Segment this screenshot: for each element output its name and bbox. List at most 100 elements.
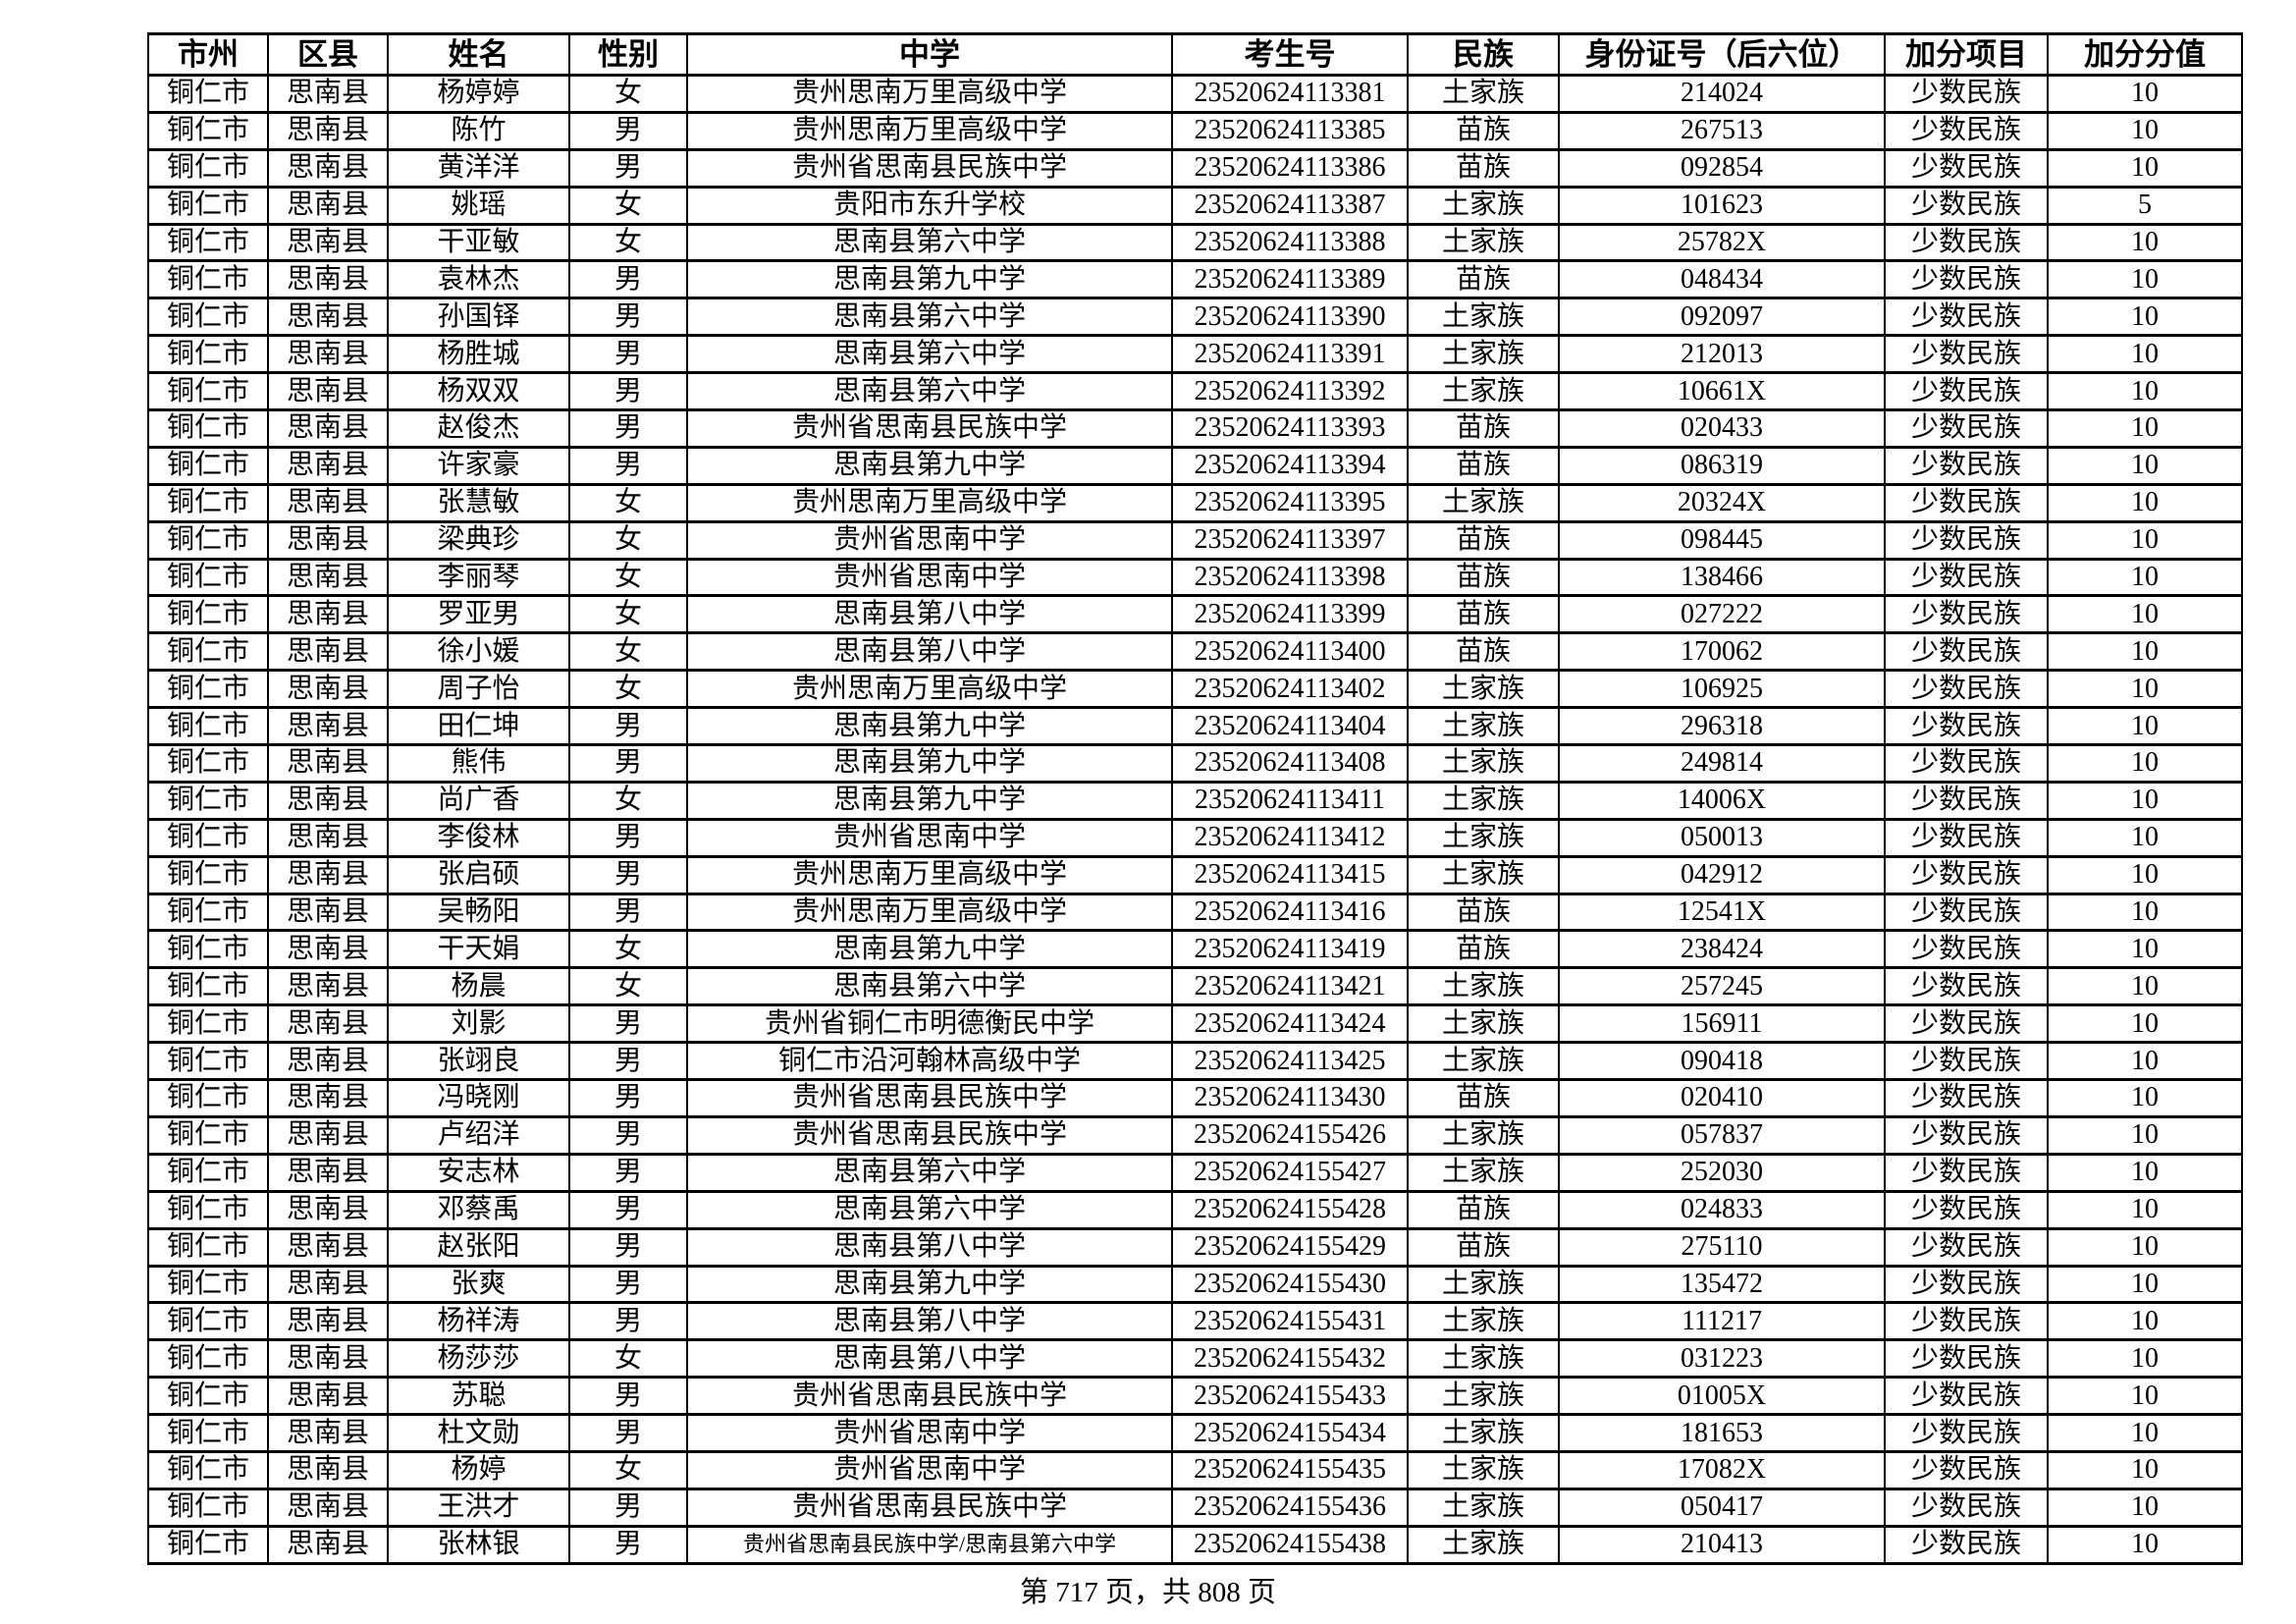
cell-name: 许家豪 xyxy=(387,445,570,486)
cell-exam-number: 23520624155427 xyxy=(1171,1152,1409,1193)
cell-city: 铜仁市 xyxy=(147,147,269,189)
cell-exam-number: 23520624155432 xyxy=(1171,1338,1409,1380)
cell-name: 吴畅阳 xyxy=(387,892,570,933)
cell-name: 尚广香 xyxy=(387,780,570,821)
cell-county: 思南县 xyxy=(267,482,389,523)
table-row: 铜仁市 思南县 杨双双男思南县第六中学 23520624113392 土家族 10661X… xyxy=(147,371,2243,412)
cell-city: 铜仁市 xyxy=(147,1114,269,1156)
table-row: 铜仁市 思南县 卢绍洋男贵州省思南县民族中学 23520624155426 土家族 057… xyxy=(147,1114,2243,1156)
table-header: 市州 区县 姓名 性别 中学 考生号 民族 身份证号（后六位） 加分项目 加分分… xyxy=(147,32,2243,77)
cell-city: 铜仁市 xyxy=(147,1189,269,1230)
cell-exam-number: 23520624113424 xyxy=(1171,1003,1409,1045)
cell-bonus-item: 少数民族 xyxy=(1884,1524,2049,1565)
cell-county: 思南县 xyxy=(267,1376,389,1417)
cell-ethnicity: 苗族 xyxy=(1407,147,1560,189)
cell-id-last6: 042912 xyxy=(1558,854,1886,895)
cell-bonus-value: 10 xyxy=(2047,743,2243,784)
table-row: 铜仁市 思南县 张启硕男贵州思南万里高级中学 23520624113415 土家族 042… xyxy=(147,854,2243,895)
cell-bonus-value: 10 xyxy=(2047,297,2243,338)
cell-school: 贵州思南万里高级中学 xyxy=(686,74,1173,114)
cell-ethnicity: 土家族 xyxy=(1407,1449,1560,1490)
cell-ethnicity: 土家族 xyxy=(1407,1264,1560,1305)
cell-ethnicity: 苗族 xyxy=(1407,1226,1560,1268)
cell-city: 铜仁市 xyxy=(147,557,269,598)
table-row: 铜仁市 思南县 孙国铎男思南县第六中学 23520624113390 土家族 092097… xyxy=(147,297,2243,338)
cell-bonus-item: 少数民族 xyxy=(1884,222,2049,263)
table-row: 铜仁市 思南县 干亚敏女思南县第六中学 23520624113388 土家族 25782X… xyxy=(147,222,2243,263)
cell-bonus-item: 少数民族 xyxy=(1884,631,2049,673)
table-row: 铜仁市 思南县 李丽琴女贵州省思南中学 23520624113398 苗族 138466 少… xyxy=(147,557,2243,598)
cell-exam-number: 23520624155428 xyxy=(1171,1189,1409,1230)
cell-school: 贵州省思南中学 xyxy=(686,1449,1173,1490)
table-row: 铜仁市 思南县 张慧敏女贵州思南万里高级中学 23520624113395 土家族 203… xyxy=(147,482,2243,523)
cell-school: 思南县第九中学 xyxy=(686,929,1173,970)
cell-id-last6: 020433 xyxy=(1558,408,1886,449)
cell-name: 杨婷婷 xyxy=(387,74,570,114)
table-row: 铜仁市 思南县 杨胜城男思南县第六中学 23520624113391 土家族 212013… xyxy=(147,334,2243,375)
cell-id-last6: 252030 xyxy=(1558,1152,1886,1193)
cell-gender: 女 xyxy=(568,557,688,598)
cell-bonus-item: 少数民族 xyxy=(1884,1264,2049,1305)
cell-school: 思南县第八中学 xyxy=(686,631,1173,673)
cell-exam-number: 23520624113408 xyxy=(1171,743,1409,784)
cell-city: 铜仁市 xyxy=(147,519,269,561)
header-exam-number: 考生号 xyxy=(1171,32,1409,77)
cell-school: 思南县第九中学 xyxy=(686,780,1173,821)
cell-gender: 女 xyxy=(568,1338,688,1380)
cell-county: 思南县 xyxy=(267,1524,389,1565)
cell-name: 李俊林 xyxy=(387,817,570,858)
cell-school: 贵州省思南中学 xyxy=(686,817,1173,858)
cell-name: 杜文勋 xyxy=(387,1413,570,1453)
cell-exam-number: 23520624113416 xyxy=(1171,892,1409,933)
cell-county: 思南县 xyxy=(267,297,389,338)
cell-bonus-item: 少数民族 xyxy=(1884,1376,2049,1417)
cell-county: 思南县 xyxy=(267,780,389,821)
table-row: 铜仁市 思南县 安志林男思南县第六中学 23520624155427 土家族 252030… xyxy=(147,1152,2243,1193)
cell-id-last6: 249814 xyxy=(1558,743,1886,784)
cell-exam-number: 23520624113421 xyxy=(1171,966,1409,1007)
cell-ethnicity: 土家族 xyxy=(1407,1376,1560,1417)
cell-bonus-value: 10 xyxy=(2047,1413,2243,1453)
cell-school: 思南县第九中学 xyxy=(686,743,1173,784)
cell-ethnicity: 苗族 xyxy=(1407,110,1560,151)
cell-school: 思南县第八中学 xyxy=(686,594,1173,635)
cell-id-last6: 092097 xyxy=(1558,297,1886,338)
cell-city: 铜仁市 xyxy=(147,1078,269,1118)
table-row: 铜仁市 思南县 邓蔡禹男思南县第六中学 23520624155428 苗族 024833 少… xyxy=(147,1189,2243,1230)
cell-gender: 男 xyxy=(568,1487,688,1528)
cell-exam-number: 23520624113402 xyxy=(1171,669,1409,710)
cell-ethnicity: 土家族 xyxy=(1407,1487,1560,1528)
table-row: 铜仁市 思南县 干天娟女思南县第九中学 23520624113419 苗族 238424 少… xyxy=(147,929,2243,970)
cell-id-last6: 106925 xyxy=(1558,669,1886,710)
cell-school: 贵州省思南县民族中学 xyxy=(686,147,1173,189)
table-row: 铜仁市 思南县 赵俊杰男贵州省思南县民族中学 23520624113393 苗族 0204… xyxy=(147,408,2243,449)
cell-school: 思南县第八中学 xyxy=(686,1226,1173,1268)
cell-exam-number: 23520624113397 xyxy=(1171,519,1409,561)
cell-ethnicity: 土家族 xyxy=(1407,1413,1560,1453)
cell-bonus-item: 少数民族 xyxy=(1884,1152,2049,1193)
cell-bonus-value: 10 xyxy=(2047,669,2243,710)
cell-county: 思南县 xyxy=(267,1449,389,1490)
cell-city: 铜仁市 xyxy=(147,222,269,263)
cell-ethnicity: 土家族 xyxy=(1407,1152,1560,1193)
cell-bonus-value: 10 xyxy=(2047,929,2243,970)
cell-school: 贵州省思南中学 xyxy=(686,557,1173,598)
cell-gender: 男 xyxy=(568,147,688,189)
cell-name: 冯晓刚 xyxy=(387,1078,570,1118)
cell-name: 熊伟 xyxy=(387,743,570,784)
cell-bonus-value: 10 xyxy=(2047,966,2243,1007)
cell-bonus-value: 10 xyxy=(2047,519,2243,561)
cell-county: 思南县 xyxy=(267,1264,389,1305)
cell-ethnicity: 土家族 xyxy=(1407,1338,1560,1380)
table-row: 铜仁市 思南县 杨婷女贵州省思南中学 23520624155435 土家族 17082X 少… xyxy=(147,1449,2243,1490)
cell-exam-number: 23520624155431 xyxy=(1171,1301,1409,1342)
cell-city: 铜仁市 xyxy=(147,1226,269,1268)
cell-school: 贵州思南万里高级中学 xyxy=(686,110,1173,151)
cell-bonus-item: 少数民族 xyxy=(1884,706,2049,747)
cell-exam-number: 23520624113398 xyxy=(1171,557,1409,598)
cell-bonus-item: 少数民族 xyxy=(1884,966,2049,1007)
cell-bonus-item: 少数民族 xyxy=(1884,445,2049,486)
cell-id-last6: 25782X xyxy=(1558,222,1886,263)
cell-school: 思南县第六中学 xyxy=(686,371,1173,412)
cell-county: 思南县 xyxy=(267,1152,389,1193)
